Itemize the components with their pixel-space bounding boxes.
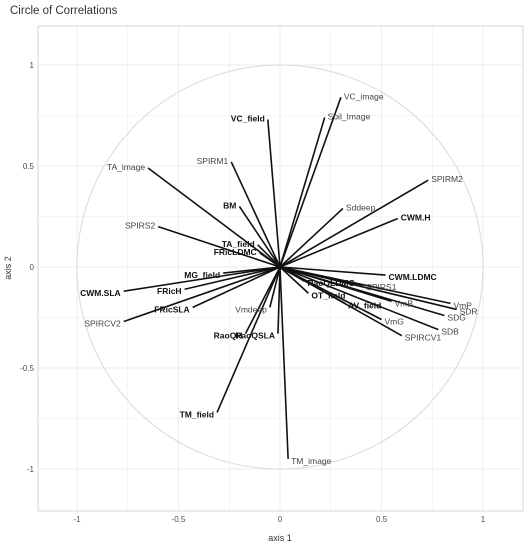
label-frich: FRicH: [157, 286, 182, 296]
label-raoqldmc: RaoQLDMC: [307, 278, 354, 288]
vector-spircv2: [123, 266, 281, 323]
variable-labels: VC_image Soil_Image VC_field SPIRM2 SPIRM1 TA…: [80, 91, 477, 466]
label-ta-field: TA_field: [222, 239, 255, 249]
label-tm-field: TM_field: [180, 409, 214, 419]
vector-sdr: [279, 266, 457, 311]
label-spircv2: SPIRCV2: [84, 319, 121, 329]
label-vmg: VmG: [385, 317, 404, 327]
label-fricsla: FRicSLA: [154, 304, 189, 314]
vector-tm-image: [279, 266, 289, 459]
vector-sdb: [279, 266, 439, 331]
label-spirs1: SPIRS1: [366, 282, 397, 292]
label-spirm1: SPIRM1: [197, 156, 229, 166]
vector-frich: [184, 266, 281, 290]
label-tm-image: TM_image: [291, 456, 331, 466]
vector-ta-field: [257, 244, 281, 268]
vector-fricsla: [192, 266, 281, 309]
label-bm: BM: [223, 200, 236, 210]
x-tick-label: 0: [278, 515, 283, 524]
vector-tm-field: [216, 266, 281, 413]
vector-spirs2: [157, 225, 281, 268]
label-spirm2: SPIRM2: [431, 174, 463, 184]
unit-circle: [76, 64, 484, 470]
vector-sddeep: [279, 207, 344, 268]
vector-raoqh: [244, 266, 281, 335]
vector-cwm-sla: [123, 266, 281, 293]
vector-vmdeep: [269, 266, 281, 308]
label-sdg: SDG: [447, 312, 465, 322]
vector-fricldmc: [259, 252, 281, 268]
vector-ta-image: [147, 167, 281, 268]
label-ot-field: OT_field: [311, 290, 345, 300]
label-vmb: VmB: [395, 298, 414, 308]
x-axis-title: axis 1: [268, 533, 292, 543]
variable-vectors: [123, 97, 457, 459]
y-tick-label: 1: [30, 61, 35, 70]
y-tick-label: 0.5: [23, 162, 35, 171]
vector-bm: [238, 205, 281, 268]
vector-ot-field: [279, 266, 309, 294]
y-axis-title: axis 2: [3, 256, 13, 280]
y-tick-label: -0.5: [20, 364, 34, 373]
label-vmp: VmP: [454, 300, 473, 310]
vector-vmb: [279, 266, 392, 303]
chart-title: Circle of Correlations: [10, 5, 118, 17]
label-mg-field: MG_field: [184, 270, 220, 280]
vector-vc-image: [279, 97, 342, 268]
unit-circle-outline: [76, 64, 484, 470]
label-ta-image: TA_image: [107, 162, 145, 172]
label-sdb: SDB: [441, 327, 459, 337]
x-tick-label: 1: [481, 515, 486, 524]
label-raoqsla: RaoQSLA: [235, 331, 275, 341]
label-sddeep: Sddeep: [346, 202, 376, 212]
vector-cwm-h: [279, 217, 399, 268]
label-cwm-h: CWM.H: [401, 213, 431, 223]
x-tick-label: -1: [73, 515, 81, 524]
label-sdr: SDR: [460, 306, 478, 316]
label-vc-field: VC_field: [231, 114, 265, 124]
label-soil-image: Soil_Image: [328, 112, 371, 122]
label-av-field: AV_field: [348, 300, 381, 310]
vector-spirm1: [230, 161, 281, 268]
x-tick-label: -0.5: [172, 515, 186, 524]
y-tick-label: 0: [30, 263, 35, 272]
vector-av-field: [279, 266, 346, 305]
grid-lines: [38, 26, 523, 511]
label-vmdeep: Vmdeep: [235, 304, 267, 314]
vector-soil-image: [279, 117, 326, 268]
x-tick-label: 0.5: [376, 515, 388, 524]
tick-labels: -1 -0.5 0 0.5 1 1 0.5 0 -0.5 -1: [20, 61, 486, 524]
label-spirs2: SPIRS2: [125, 221, 156, 231]
label-spircv1: SPIRCV1: [405, 333, 442, 343]
vector-spirm2: [279, 179, 429, 268]
label-vc-image: VC_image: [344, 91, 384, 101]
label-cwm-ldmc: CWM.LDMC: [389, 272, 437, 282]
label-cwm-sla: CWM.SLA: [80, 288, 121, 298]
label-fricldmc: FRicLDMC: [214, 247, 257, 257]
vector-vc-field: [267, 119, 281, 268]
vector-cwm-ldmc: [279, 266, 386, 276]
vector-raoqsla: [277, 266, 281, 334]
y-tick-label: -1: [27, 465, 35, 474]
label-raoqh: RaoQH: [214, 331, 243, 341]
